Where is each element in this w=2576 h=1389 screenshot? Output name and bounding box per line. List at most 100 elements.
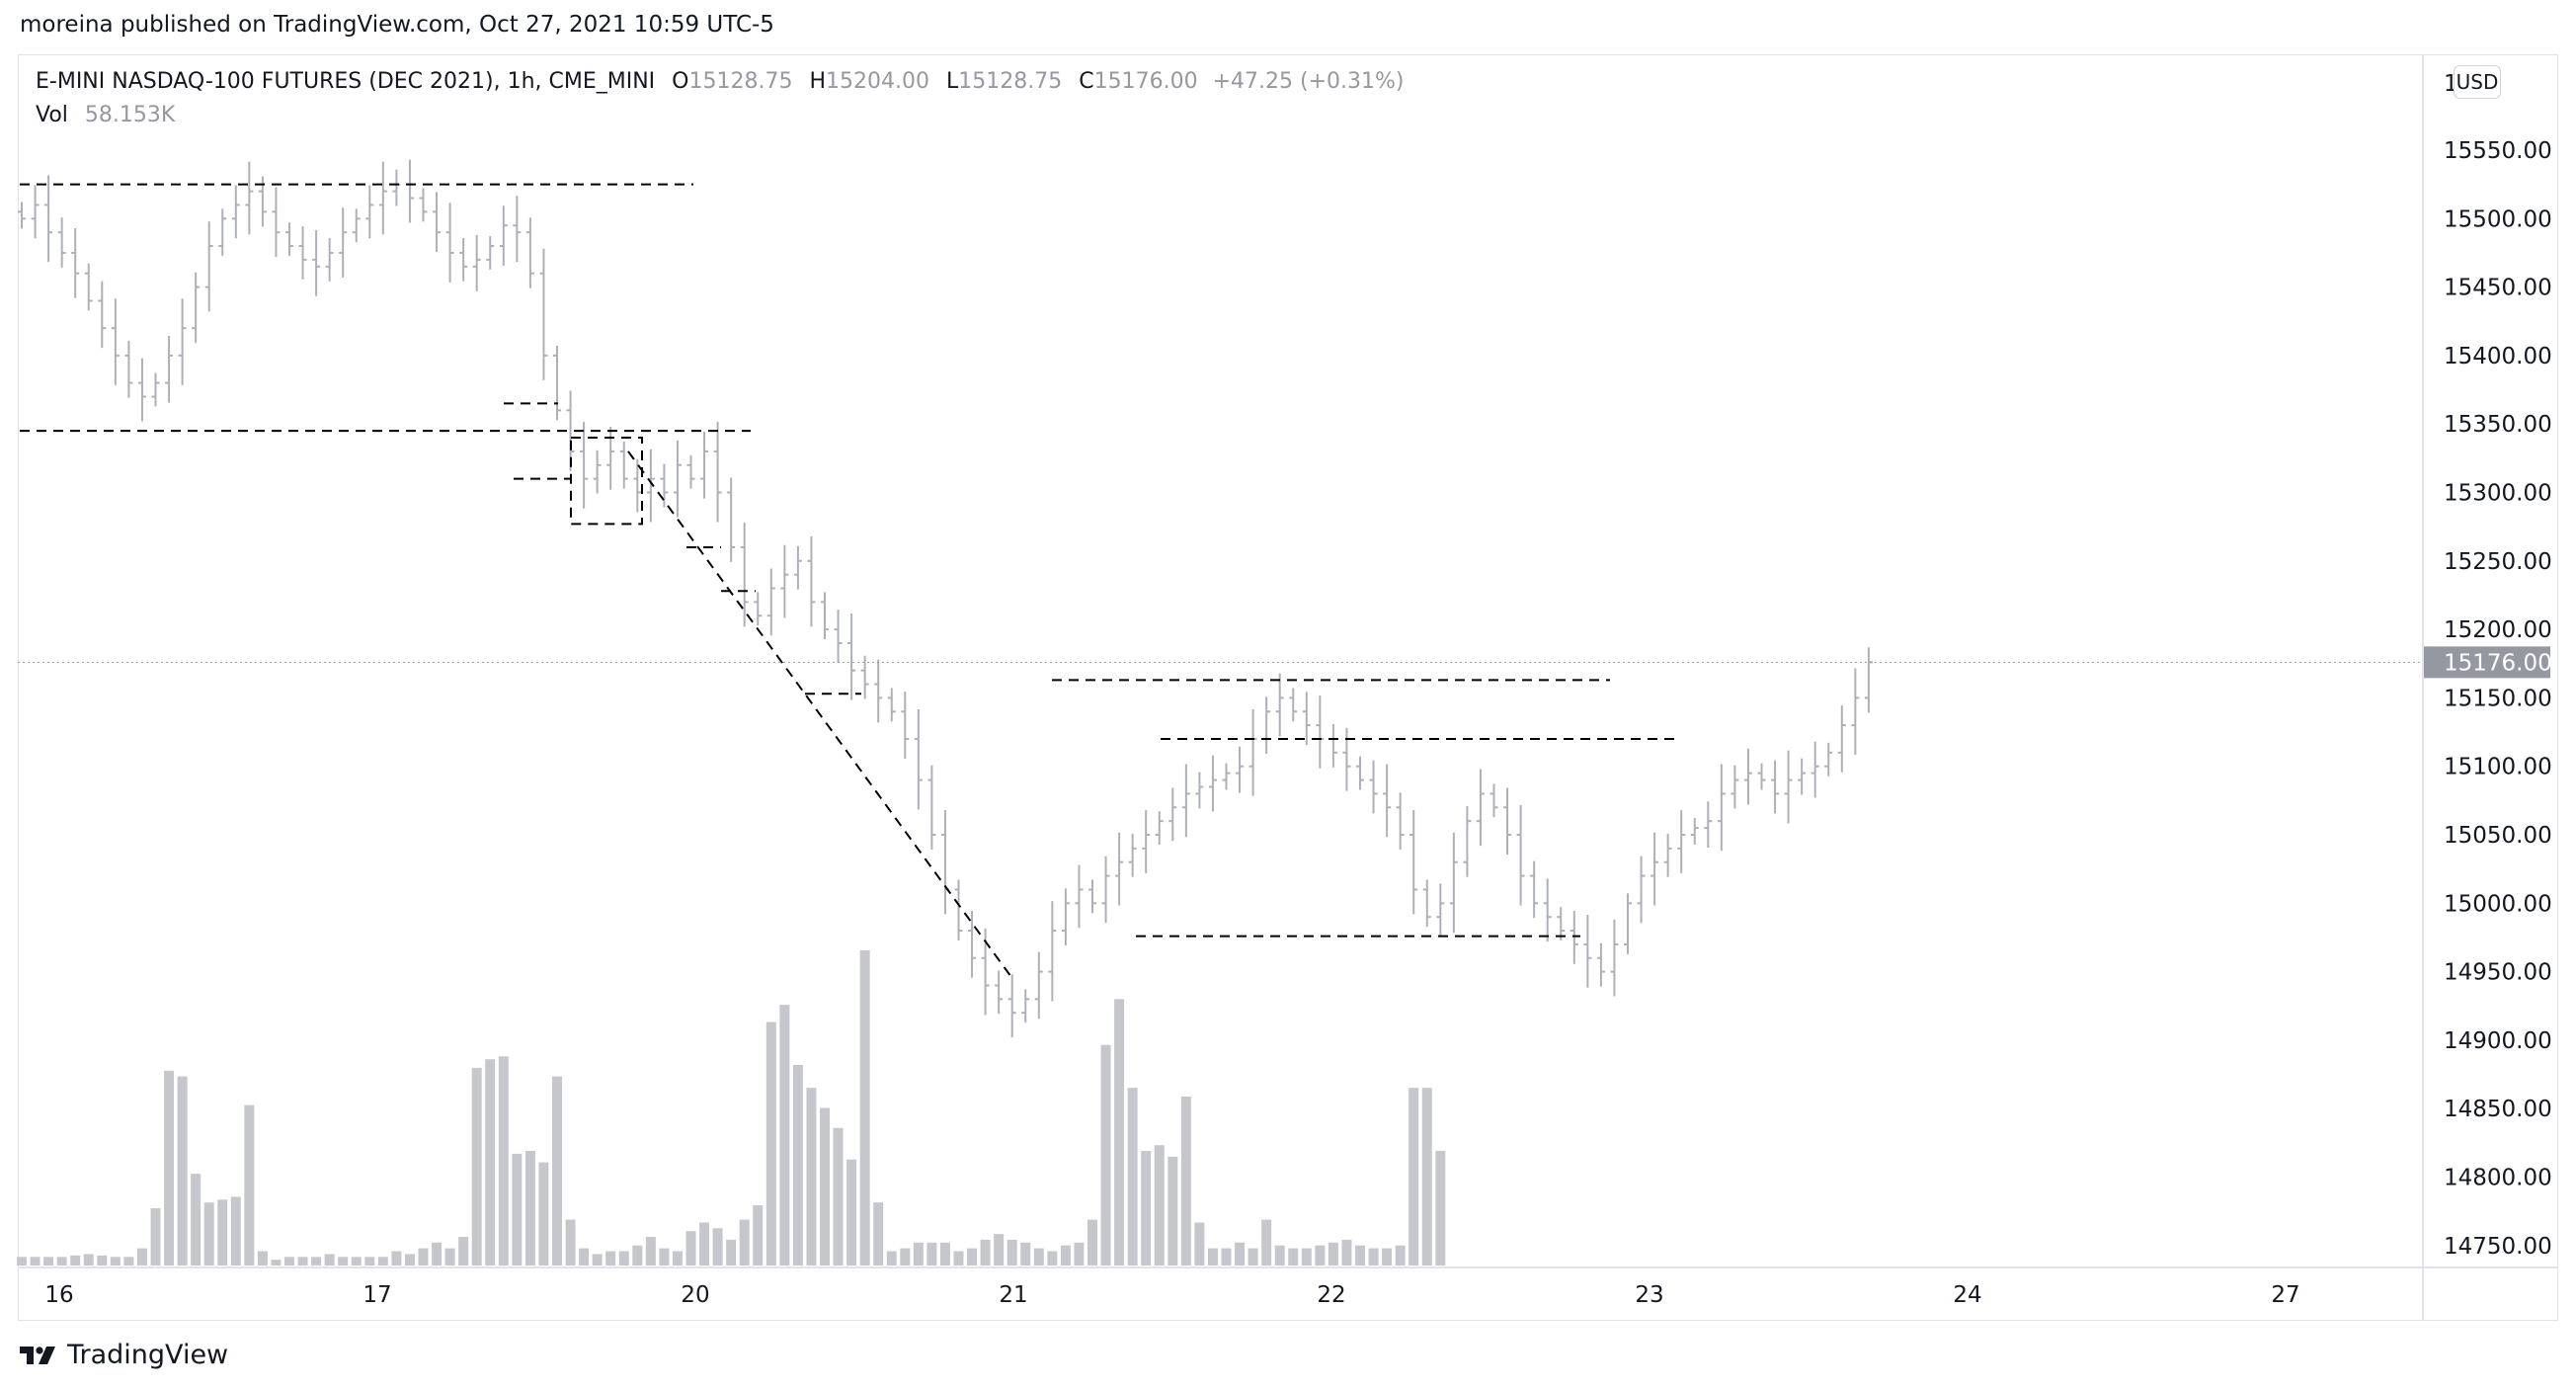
ohlc-bar	[165, 335, 174, 403]
volume-bar	[685, 1231, 696, 1266]
ohlc-bar	[1275, 673, 1284, 737]
ohlc-bar	[954, 879, 963, 940]
volume-bar	[43, 1257, 54, 1266]
ohlc-bar	[1369, 760, 1378, 814]
ohlc-bar	[646, 449, 655, 523]
ohlc-bar	[700, 431, 709, 499]
volume-bar	[311, 1257, 322, 1266]
ohlc-bar	[44, 175, 53, 263]
ohlc-bar	[1155, 811, 1164, 845]
volume-bar	[645, 1237, 656, 1266]
ohlc-bar	[285, 222, 293, 256]
ohlc-bar	[137, 358, 146, 422]
volume-bar	[1207, 1248, 1218, 1266]
y-tick-label: 15200.00	[2444, 617, 2552, 643]
ohlc-bar	[1530, 860, 1539, 919]
volume-bar	[30, 1257, 40, 1266]
y-tick-label: 15150.00	[2444, 686, 2552, 711]
ohlc-bar	[1088, 879, 1096, 914]
volume-bar	[1341, 1239, 1352, 1266]
volume-bar	[485, 1059, 496, 1266]
volume-bar	[1141, 1151, 1152, 1266]
volume-bar	[70, 1255, 81, 1266]
volume-bar	[1047, 1251, 1058, 1266]
ohlc-bar	[1837, 705, 1846, 773]
volume-bar	[592, 1254, 603, 1266]
ohlc-bar	[633, 458, 642, 513]
volume-bar	[1060, 1245, 1071, 1266]
ohlc-bar	[1289, 688, 1298, 722]
price-axis[interactable]: 1515550.0015500.0015450.0015400.0015350.…	[2444, 71, 2552, 1260]
ohlc-bar	[553, 345, 561, 421]
ohlc-bar	[1543, 878, 1552, 942]
price-layer	[18, 159, 1873, 1038]
ohlc-bar	[1717, 764, 1726, 852]
ohlc-bar	[392, 169, 401, 206]
ohlc-bar	[151, 372, 160, 407]
legend-symbol[interactable]: E-MINI NASDAQ-100 FUTURES (DEC 2021), 1h…	[36, 69, 656, 94]
ohlc-bar	[901, 692, 910, 759]
y-tick-label: 15350.00	[2444, 412, 2552, 438]
ohlc-bar	[1262, 696, 1271, 754]
volume-bar	[458, 1237, 469, 1266]
legend-close-label: C	[1079, 69, 1094, 94]
ohlc-bar	[968, 911, 977, 978]
ohlc-bar	[204, 221, 213, 312]
brand-footer[interactable]: TradingView	[20, 1340, 228, 1370]
volume-bar	[271, 1260, 282, 1266]
legend-low-label: L	[946, 69, 959, 94]
volume-bar	[1114, 999, 1125, 1266]
ohlc-bar	[1731, 765, 1739, 809]
drawing-layer[interactable]	[20, 183, 1679, 980]
volume-bar	[203, 1202, 214, 1266]
ohlc-bar	[914, 709, 923, 810]
volume-bar	[1154, 1145, 1165, 1266]
volume-bar	[1288, 1248, 1299, 1266]
volume-bar	[150, 1208, 161, 1266]
time-axis[interactable]: 16 17 20 21 22 23 24 27	[44, 1282, 2299, 1308]
ohlc-bar	[1128, 833, 1137, 877]
volume-bar	[953, 1251, 964, 1266]
ohlc-bar	[1557, 907, 1566, 940]
ohlc-bar	[1195, 772, 1204, 809]
volume-bar	[765, 1021, 776, 1266]
ohlc-bar	[1811, 741, 1819, 798]
volume-bar	[1194, 1222, 1205, 1266]
ohlc-bar	[1208, 755, 1217, 812]
legend-vol-label[interactable]: Vol	[36, 103, 68, 127]
ohlc-bar	[593, 449, 602, 494]
ohlc-bar	[1034, 951, 1043, 1020]
volume-bar	[1315, 1245, 1326, 1266]
ohlc-bar	[18, 202, 26, 229]
legend-change: +47.25 (+0.31%)	[1212, 69, 1405, 94]
volume-bar	[1020, 1242, 1031, 1266]
volume-bar	[792, 1065, 803, 1266]
ohlc-bar	[1422, 879, 1431, 928]
ohlc-bar	[740, 522, 749, 627]
volume-bar	[17, 1257, 27, 1266]
volume-bar	[699, 1222, 710, 1266]
ohlc-bar	[1677, 810, 1686, 873]
ohlc-bar	[1476, 769, 1485, 847]
volume-bar	[605, 1251, 616, 1266]
volume-bar	[284, 1257, 294, 1266]
volume-bar	[1127, 1088, 1138, 1266]
ohlc-bar	[673, 440, 682, 518]
volume-bar	[712, 1228, 723, 1266]
volume-bar	[97, 1255, 108, 1266]
ohlc-bar	[1142, 810, 1151, 873]
ohlc-bar	[1624, 893, 1632, 954]
ohlc-bar	[1356, 756, 1364, 790]
ohlc-bar	[1236, 746, 1245, 793]
volume-bar	[297, 1257, 308, 1266]
currency-badge[interactable]: USD	[2454, 65, 2501, 99]
volume-bar	[913, 1242, 924, 1266]
volume-bar	[552, 1076, 562, 1266]
volume-bar	[926, 1242, 937, 1266]
ohlc-bar	[405, 159, 414, 223]
ohlc-bar	[339, 207, 348, 278]
ohlc-bar	[995, 970, 1004, 1015]
volume-bar	[1006, 1239, 1017, 1266]
y-tick-label: 15250.00	[2444, 549, 2552, 575]
